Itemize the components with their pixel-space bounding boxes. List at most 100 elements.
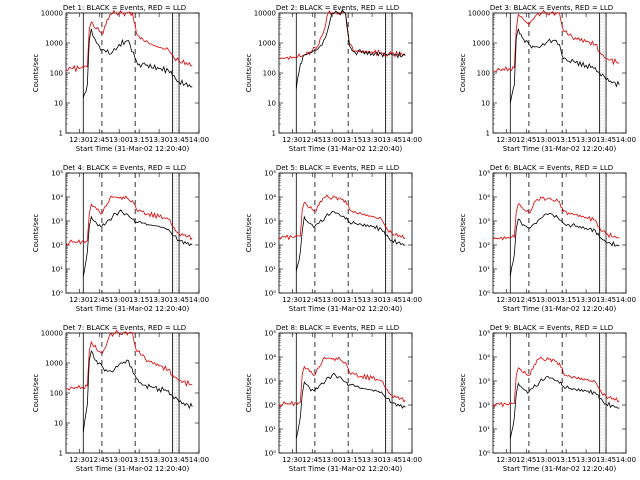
series-events-line (509, 28, 620, 104)
y-axis-label: Counts/sec (459, 214, 467, 253)
y-tick-label: 10⁴ (478, 194, 490, 202)
x-tick-label: 13:15 (556, 296, 576, 304)
y-tick-label: 10 (481, 100, 490, 108)
plot-frame (65, 172, 200, 294)
y-axis-label: Counts/sec (32, 374, 40, 413)
chart-svg: Det 6: BLACK = Events, RED = LLD Counts/s… (459, 164, 636, 313)
y-tick-label: 10⁰ (478, 450, 490, 458)
series-lld-line (65, 195, 193, 246)
x-tick-label: 12:45 (302, 296, 322, 304)
x-tick-label: 12:45 (89, 296, 109, 304)
y-tick-label: 10⁵ (264, 170, 276, 178)
series-lld-line (65, 329, 193, 391)
chart-title: Det 5: BLACK = Events, RED = LLD (276, 164, 399, 172)
y-tick-label: 10000 (41, 330, 63, 338)
x-tick-label: 14:00 (402, 136, 422, 144)
x-tick-label: 12:45 (89, 136, 109, 144)
y-tick-label: 10 (267, 100, 276, 108)
x-axis-label: Start Time (31-Mar-02 12:20:40) (503, 465, 617, 473)
y-tick-label: 100 (263, 70, 276, 78)
y-tick-label: 10⁵ (51, 170, 63, 178)
plot-frame (492, 332, 627, 454)
y-tick-label: 1000 (45, 360, 63, 368)
y-tick-label: 10³ (478, 378, 490, 386)
x-tick-label: 13:15 (556, 456, 576, 464)
y-tick-label: 10⁴ (264, 354, 276, 362)
x-tick-label: 12:30 (282, 136, 302, 144)
chart-svg: Det 8: BLACK = Events, RED = LLD Counts/s… (245, 324, 422, 473)
y-tick-label: 1 (59, 130, 63, 138)
series-events-line (82, 209, 193, 277)
y-tick-label: 10 (54, 100, 63, 108)
y-tick-label: 10² (478, 242, 490, 250)
x-axis-label: Start Time (31-Mar-02 12:20:40) (503, 305, 617, 313)
y-tick-label: 10000 (468, 10, 490, 18)
x-tick-label: 12:30 (69, 136, 89, 144)
x-axis-label: Start Time (31-Mar-02 12:20:40) (76, 465, 190, 473)
x-tick-label: 13:30 (362, 296, 382, 304)
x-tick-label: 12:45 (516, 456, 536, 464)
y-tick-label: 10² (264, 242, 276, 250)
chart-title: Det 4: BLACK = Events, RED = LLD (63, 164, 186, 172)
y-tick-label: 10³ (264, 378, 276, 386)
x-tick-label: 13:30 (362, 136, 382, 144)
y-tick-label: 10⁰ (264, 450, 276, 458)
x-tick-label: 13:00 (109, 456, 129, 464)
y-tick-label: 1000 (45, 40, 63, 48)
series-events-line (295, 372, 406, 439)
x-tick-label: 14:00 (189, 296, 209, 304)
x-tick-label: 14:00 (189, 456, 209, 464)
series-events-line (82, 350, 193, 433)
series-lld-line (492, 196, 620, 241)
plot-frame (278, 332, 413, 454)
chart-title: Det 6: BLACK = Events, RED = LLD (490, 164, 613, 172)
y-axis-label: Counts/sec (459, 374, 467, 413)
x-tick-label: 14:00 (189, 136, 209, 144)
x-tick-label: 13:00 (322, 296, 342, 304)
y-tick-label: 1 (486, 130, 490, 138)
detector-panel-7: Det 7: BLACK = Events, RED = LLD Counts/s… (0, 320, 213, 480)
y-tick-label: 10⁴ (51, 194, 63, 202)
y-tick-label: 10⁰ (51, 290, 63, 298)
chart-svg: Det 5: BLACK = Events, RED = LLD Counts/s… (245, 164, 422, 313)
detector-panel-2: Det 2: BLACK = Events, RED = LLD Counts/s… (213, 0, 426, 160)
y-tick-label: 10⁴ (478, 354, 490, 362)
chart-title: Det 3: BLACK = Events, RED = LLD (490, 4, 613, 12)
x-tick-label: 13:15 (129, 296, 149, 304)
x-tick-label: 13:30 (149, 456, 169, 464)
x-tick-label: 13:45 (382, 136, 402, 144)
chart-svg: Det 9: BLACK = Events, RED = LLD Counts/s… (459, 324, 636, 473)
chart-title: Det 2: BLACK = Events, RED = LLD (276, 4, 399, 12)
series-events-line (509, 212, 620, 277)
detector-panel-8: Det 8: BLACK = Events, RED = LLD Counts/s… (213, 320, 426, 480)
y-tick-label: 10² (264, 402, 276, 410)
y-tick-label: 10³ (264, 218, 276, 226)
series-lld-line (278, 356, 406, 408)
detector-panel-4: Det 4: BLACK = Events, RED = LLD Counts/s… (0, 160, 213, 320)
y-axis-label: Counts/sec (459, 54, 467, 93)
series-events-line (295, 210, 406, 272)
x-tick-label: 12:30 (496, 456, 516, 464)
x-tick-label: 13:45 (596, 456, 616, 464)
x-tick-label: 12:30 (69, 296, 89, 304)
x-tick-label: 13:30 (576, 456, 596, 464)
x-tick-label: 12:45 (302, 136, 322, 144)
chart-svg: Det 2: BLACK = Events, RED = LLD Counts/s… (245, 4, 422, 153)
x-tick-label: 13:45 (382, 456, 402, 464)
y-tick-label: 10³ (478, 218, 490, 226)
y-tick-label: 10⁰ (264, 290, 276, 298)
x-tick-label: 13:30 (576, 136, 596, 144)
chart-title: Det 1: BLACK = Events, RED = LLD (63, 4, 186, 12)
x-axis-label: Start Time (31-Mar-02 12:20:40) (289, 305, 403, 313)
chart-title: Det 9: BLACK = Events, RED = LLD (490, 324, 613, 332)
x-axis-label: Start Time (31-Mar-02 12:20:40) (289, 465, 403, 473)
x-tick-label: 12:30 (496, 136, 516, 144)
series-events-line (509, 375, 620, 439)
y-tick-label: 10⁵ (264, 330, 276, 338)
detector-panel-1: Det 1: BLACK = Events, RED = LLD Counts/s… (0, 0, 213, 160)
x-tick-label: 13:00 (536, 296, 556, 304)
x-axis-label: Start Time (31-Mar-02 12:20:40) (76, 305, 190, 313)
x-tick-label: 13:00 (536, 456, 556, 464)
x-tick-label: 13:45 (169, 456, 189, 464)
